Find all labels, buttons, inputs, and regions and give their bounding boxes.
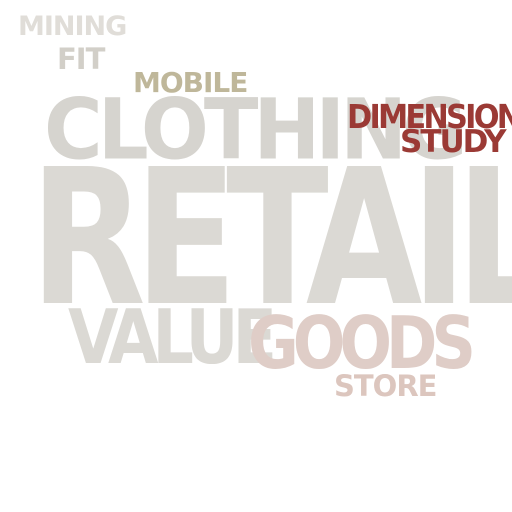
word-goods: GOODS [248, 301, 476, 385]
word-value: VALUE [68, 293, 277, 381]
word-fit: FIT [57, 42, 105, 76]
word-mobile: MOBILE [133, 66, 248, 99]
word-dimensions: DIMENSIONS [347, 97, 512, 136]
word-store: STORE [334, 369, 437, 403]
word-clothing: CLOTHING [44, 80, 468, 179]
word-mining: MINING [18, 11, 127, 42]
word-study: STUDY [400, 124, 507, 160]
word-retail: RETAIL [30, 129, 512, 348]
